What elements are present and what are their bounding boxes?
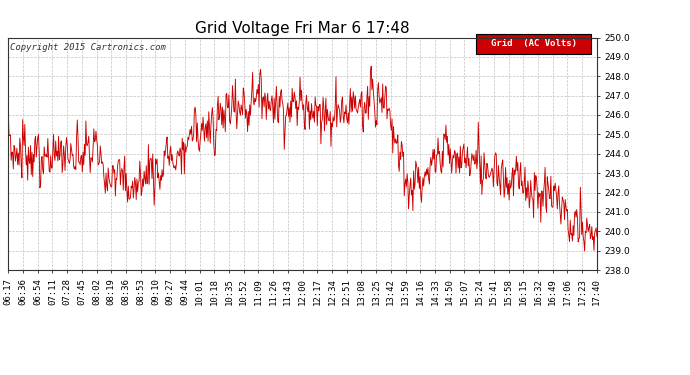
- Text: Copyright 2015 Cartronics.com: Copyright 2015 Cartronics.com: [10, 44, 166, 52]
- Text: Grid  (AC Volts): Grid (AC Volts): [491, 39, 577, 48]
- Title: Grid Voltage Fri Mar 6 17:48: Grid Voltage Fri Mar 6 17:48: [195, 21, 410, 36]
- Bar: [476, 34, 591, 54]
